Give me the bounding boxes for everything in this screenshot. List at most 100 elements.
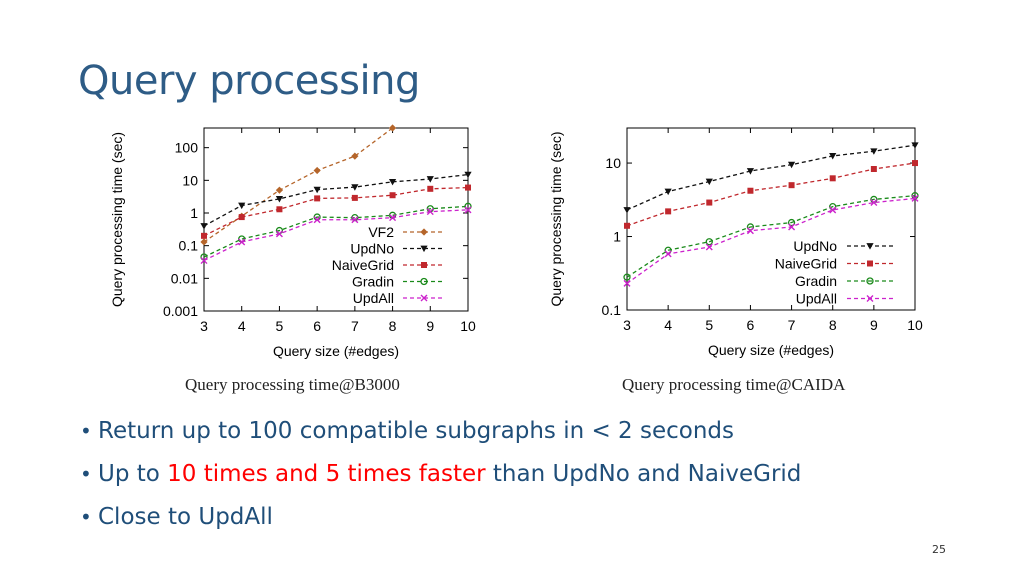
bullet-list: • Return up to 100 compatible subgraphs i… <box>80 410 801 539</box>
caida-plot-frame <box>626 127 916 311</box>
caida-series-line <box>626 144 916 211</box>
caida-data-point <box>829 153 837 160</box>
b3000-legend-label: NaiveGrid <box>332 257 394 273</box>
b3000-series-line <box>203 186 469 237</box>
b3000-x-tick-label: 3 <box>200 318 208 334</box>
caida-data-point <box>788 223 796 231</box>
bullet-text: Close to UpdAll <box>98 504 273 530</box>
caida-data-point <box>787 218 796 227</box>
b3000-x-tick-label: 7 <box>351 318 359 334</box>
caida-series-line <box>626 162 916 227</box>
b3000-data-point <box>201 232 207 239</box>
caida-data-point <box>788 182 795 189</box>
b3000-data-point <box>314 195 321 202</box>
b3000-data-point <box>313 216 321 224</box>
caida-y-tick-label: 10 <box>605 155 621 171</box>
b3000-legend-marker <box>420 245 428 253</box>
b3000-data-point <box>276 206 283 213</box>
b3000-x-tick-label: 9 <box>426 318 434 334</box>
caida-data-point <box>911 142 919 149</box>
caida-legend-label: NaiveGrid <box>775 256 837 272</box>
caida-legend-label: Gradin <box>795 273 837 289</box>
caida-data-point <box>747 187 754 194</box>
b3000-y-tick-label: 1 <box>190 205 198 221</box>
caida-data-point <box>623 273 631 281</box>
chart-caption-b3000: Query processing time@B3000 <box>185 375 400 394</box>
b3000-y-axis-label: Query processing time (sec) <box>109 132 125 307</box>
bullet-text-highlight: 10 times and 5 times faster <box>167 461 486 487</box>
caida-legend-marker <box>866 277 874 285</box>
b3000-data-point <box>238 202 246 210</box>
bullet-item: • Close to UpdAll <box>80 496 801 539</box>
caida-y-axis-label: Query processing time (sec) <box>548 131 564 306</box>
b3000-x-tick-label: 5 <box>276 318 284 334</box>
caida-legend-label: UpdNo <box>793 238 837 254</box>
b3000-x-tick-label: 4 <box>238 318 246 334</box>
caida-x-tick-label: 6 <box>747 317 755 333</box>
caida-data-point <box>870 166 877 173</box>
b3000-legend-marker <box>420 277 428 286</box>
caida-x-tick-label: 9 <box>870 317 878 333</box>
caida-x-tick-label: 3 <box>623 317 631 333</box>
caida-data-point <box>665 208 672 215</box>
b3000-x-tick-label: 10 <box>460 318 476 334</box>
b3000-data-point <box>200 257 208 265</box>
b3000-legend-label: Gradin <box>352 274 394 290</box>
b3000-data-point <box>465 184 471 191</box>
caida-series-line <box>626 197 916 284</box>
caida-legend-label: UpdAll <box>796 291 837 307</box>
bullet-text-pre: Up to <box>98 461 168 487</box>
b3000-data-point <box>464 171 472 179</box>
caida-data-point <box>829 175 836 182</box>
caida-data-point <box>624 222 630 229</box>
b3000-y-tick-label: 0.001 <box>163 303 198 319</box>
caida-data-point <box>746 168 755 175</box>
caida-x-tick-label: 8 <box>829 317 837 333</box>
b3000-data-point <box>351 184 359 191</box>
caida-legend-marker <box>866 295 874 302</box>
b3000-data-point <box>238 238 246 246</box>
caida-legend-marker <box>867 260 873 267</box>
chart-b3000: 0.001 0.01 0.1 1 10 100 3 4 5 6 7 8 9 10 Query size (#… <box>109 124 476 359</box>
bullet-item: • Return up to 100 compatible subgraphs i… <box>80 410 801 453</box>
b3000-data-point <box>200 238 208 246</box>
b3000-data-point <box>427 185 434 192</box>
caida-data-point <box>746 227 754 235</box>
b3000-legend-marker <box>420 294 428 302</box>
caida-data-point <box>870 199 878 207</box>
bullet-item: • Up to 10 times and 5 times faster than … <box>80 453 801 496</box>
b3000-legend-label: UpdAll <box>353 290 394 306</box>
caida-series-line <box>626 195 916 278</box>
caida-x-tick-label: 7 <box>788 317 796 333</box>
caida-data-point <box>911 194 919 202</box>
b3000-series-line <box>203 205 469 258</box>
caida-data-point <box>787 161 796 169</box>
b3000-legend-label: UpdNo <box>350 241 394 257</box>
b3000-data-point <box>200 223 208 230</box>
caida-data-point <box>870 148 878 155</box>
caida-data-point <box>623 207 631 214</box>
caida-data-point <box>705 243 713 251</box>
bullet-text-post: than UpdNo and NaiveGrid <box>485 461 802 487</box>
b3000-series-line <box>203 127 393 243</box>
b3000-data-point <box>275 196 284 203</box>
b3000-legend-marker <box>420 228 428 236</box>
bullet-dot-icon: • <box>80 419 92 443</box>
b3000-x-tick-label: 6 <box>313 318 321 334</box>
b3000-y-tick-label: 0.01 <box>171 270 198 286</box>
b3000-data-point <box>275 230 283 238</box>
caida-legend-marker <box>866 243 874 250</box>
caida-data-point <box>705 178 713 186</box>
caida-x-tick-label: 4 <box>664 317 672 333</box>
b3000-data-point <box>426 176 434 183</box>
bullet-text: Return up to 100 compatible subgraphs in… <box>98 418 735 444</box>
slide-title: Query processing <box>78 58 420 104</box>
caida-y-tick-label: 1 <box>613 229 621 245</box>
b3000-data-point <box>351 216 359 224</box>
b3000-plot-frame <box>203 127 469 312</box>
b3000-y-tick-label: 10 <box>182 172 198 188</box>
b3000-data-point <box>388 178 397 186</box>
caida-x-tick-label: 10 <box>907 317 923 333</box>
chart-caida: 0.1 1 10 3 4 5 6 7 8 9 10 Query size (#edges) Query … <box>548 127 923 358</box>
b3000-data-point <box>313 186 321 194</box>
